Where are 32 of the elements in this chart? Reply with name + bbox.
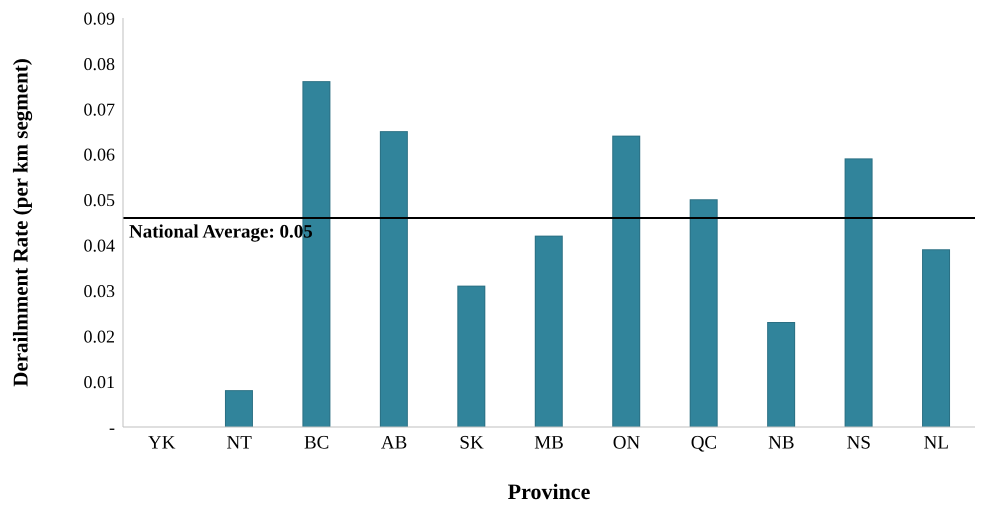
x-tick-label: QC xyxy=(690,432,718,454)
y-tick-label: 0.08 xyxy=(84,54,115,74)
bar xyxy=(612,136,640,427)
bar xyxy=(690,199,718,427)
bar xyxy=(767,322,796,427)
y-tick-label: 0.09 xyxy=(84,8,115,28)
x-tick-label: NB xyxy=(768,432,795,454)
y-tick-label: 0.01 xyxy=(84,372,115,392)
x-tick-label: NT xyxy=(226,432,252,454)
x-axis-title: Province xyxy=(508,479,591,504)
x-tick-label: NS xyxy=(846,432,871,454)
y-tick-label: 0.03 xyxy=(84,281,115,302)
bar xyxy=(380,131,408,427)
x-tick-label: BC xyxy=(304,432,330,454)
x-tick-label: SK xyxy=(459,432,484,454)
bar xyxy=(457,286,486,427)
y-tick-label: - xyxy=(109,417,115,438)
y-tick-label: 0.07 xyxy=(84,99,115,120)
y-tick-label: 0.04 xyxy=(84,236,115,256)
y-axis-title: Derailmment Rate (per km segment) xyxy=(8,58,32,387)
y-tick-label: 0.02 xyxy=(84,326,115,346)
y-tick-label: 0.06 xyxy=(84,144,115,165)
x-tick-label: YK xyxy=(148,432,176,454)
bar xyxy=(224,390,253,427)
x-tick-label: MB xyxy=(534,432,564,454)
bar xyxy=(844,158,873,427)
y-tick-label: 0.05 xyxy=(84,190,115,210)
x-tick-label: NL xyxy=(924,432,949,454)
bar xyxy=(534,236,563,427)
x-tick-label: AB xyxy=(380,432,408,454)
bar xyxy=(922,249,950,427)
x-tick-label: ON xyxy=(612,432,640,454)
